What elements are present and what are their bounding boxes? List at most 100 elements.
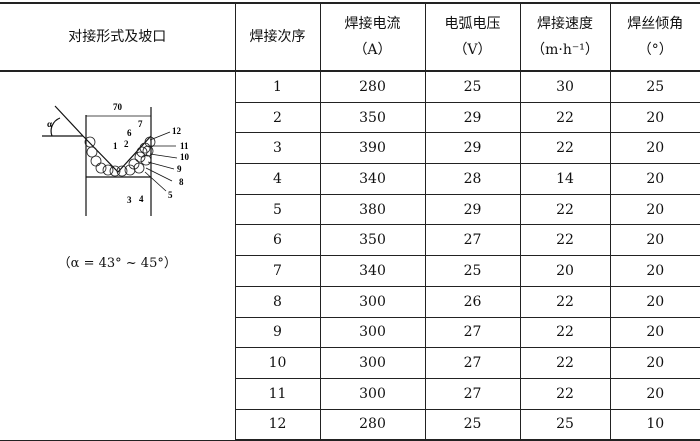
- table-cell: 20: [609, 316, 700, 349]
- table-cell: 7: [235, 255, 321, 287]
- table-cell: 27: [424, 377, 521, 410]
- header-label: 电弧电压: [444, 16, 501, 32]
- table-cell: 300: [319, 347, 426, 379]
- bead-label: 7: [138, 119, 143, 129]
- table-row: 7 340 25 20 20: [0, 255, 700, 287]
- table-cell: 11: [235, 377, 321, 410]
- table-cell: 22: [519, 316, 611, 349]
- column-header: 焊接电流 （A）: [319, 2, 426, 72]
- table-cell: 20: [609, 193, 700, 226]
- bead-label: 4: [139, 194, 144, 204]
- bead-label: 3: [127, 195, 132, 205]
- table-cell: 20: [609, 132, 700, 165]
- table-cell: 8: [235, 285, 321, 318]
- table-cell: 25: [424, 70, 521, 103]
- table-cell: 340: [319, 163, 426, 195]
- table-cell: 29: [424, 132, 521, 165]
- table-cell: 20: [609, 285, 700, 318]
- table-cell: 27: [424, 224, 521, 257]
- table-cell: 20: [609, 377, 700, 410]
- table-cell: 3: [235, 132, 321, 165]
- table-cell: 300: [319, 285, 426, 318]
- table-cell: 28: [424, 163, 521, 195]
- table-cell: 22: [519, 193, 611, 226]
- table-cell: 25: [609, 70, 700, 103]
- bead-label: 10: [180, 152, 190, 162]
- bead-label: 2: [124, 139, 129, 149]
- table-cell: 280: [319, 70, 426, 103]
- header-unit: （V）: [453, 42, 492, 58]
- table-cell: 20: [609, 163, 700, 195]
- table-cell: 380: [319, 193, 426, 226]
- table-cell: 390: [319, 132, 426, 165]
- header-label: 焊接速度: [537, 16, 593, 32]
- table-cell: 12: [235, 408, 321, 441]
- column-header: 焊接速度 （m·h⁻¹）: [519, 2, 611, 72]
- table-row: 70 α 1 2 3 4 5 6 7 8 9 10 11 12 （α = 43° ~ 45°） 1 280…: [0, 70, 700, 441]
- header-unit: （°）: [637, 42, 673, 58]
- table-cell: 22: [519, 132, 611, 165]
- table-row: 11 300 27 22 20: [0, 377, 700, 410]
- table-cell: 22: [519, 101, 611, 134]
- joint-diagram-cell: 70 α 1 2 3 4 5 6 7 8 9 10 11 12 （α = 43° ~ 45°）: [0, 70, 236, 441]
- table-row: 4 340 28 14 20: [0, 163, 700, 195]
- table-cell: 10: [609, 408, 700, 441]
- table-row: 3 390 29 22 20: [0, 132, 700, 165]
- table-cell: 25: [424, 408, 521, 441]
- table-cell: 1: [234, 70, 321, 103]
- table-cell: 20: [609, 224, 700, 257]
- bead-label: 9: [177, 164, 182, 174]
- column-header: 焊丝倾角 （°）: [609, 2, 700, 72]
- bead-label: 1: [113, 141, 118, 151]
- table-cell: 29: [424, 193, 521, 226]
- table-cell: 6: [235, 224, 321, 257]
- table-cell: 25: [519, 408, 611, 441]
- table-cell: 280: [319, 408, 426, 441]
- table-cell: 29: [424, 101, 521, 134]
- table-cell: 20: [519, 255, 611, 287]
- header-unit: （m·h⁻¹）: [531, 42, 599, 58]
- table-cell: 340: [319, 255, 426, 287]
- table-cell: 4: [235, 163, 321, 195]
- table-cell: 300: [319, 377, 426, 410]
- table-cell: 25: [424, 255, 521, 287]
- table-cell: 14: [519, 163, 611, 195]
- table-cell: 5: [235, 193, 321, 226]
- header-unit: （A）: [353, 42, 392, 58]
- table-cell: 20: [609, 101, 700, 134]
- table-cell: 22: [519, 224, 611, 257]
- table-cell: 27: [424, 316, 521, 349]
- header-label: 焊丝倾角: [627, 16, 684, 32]
- table-cell: 22: [519, 285, 611, 318]
- table-cell: 350: [319, 224, 426, 257]
- header-label: 焊接电流: [344, 16, 401, 32]
- column-header: 焊接次序: [234, 2, 321, 72]
- header-label: 对接形式及坡口: [68, 29, 167, 45]
- column-header: 电弧电压 （V）: [424, 2, 521, 72]
- table-row: 8 300 26 22 20: [0, 285, 700, 318]
- table-row: 12 280 25 25 10: [0, 408, 700, 441]
- angle-caption: （α = 43° ~ 45°）: [57, 256, 177, 271]
- table-cell: 300: [319, 316, 426, 349]
- table-cell: 22: [519, 377, 611, 410]
- angle-label: α: [47, 119, 52, 129]
- column-header: 对接形式及坡口: [0, 2, 236, 72]
- bead-label: 5: [168, 190, 173, 200]
- table-cell: 27: [424, 347, 521, 379]
- table-row: 9 300 27 22 20: [0, 316, 700, 349]
- table-row: 5 380 29 22 20: [0, 193, 700, 226]
- table-cell: 2: [235, 101, 321, 134]
- bead-label: 6: [127, 128, 132, 138]
- table-cell: 9: [235, 316, 321, 349]
- bead-label: 11: [180, 141, 189, 151]
- table-cell: 30: [519, 70, 611, 103]
- bead-label: 12: [172, 126, 182, 136]
- bead-label: 8: [179, 177, 184, 187]
- table-cell: 350: [319, 101, 426, 134]
- header-label: 焊接次序: [249, 29, 306, 45]
- table-cell: 10: [235, 347, 321, 379]
- table-row: 10 300 27 22 20: [0, 347, 700, 379]
- dimension-label: 70: [113, 102, 123, 112]
